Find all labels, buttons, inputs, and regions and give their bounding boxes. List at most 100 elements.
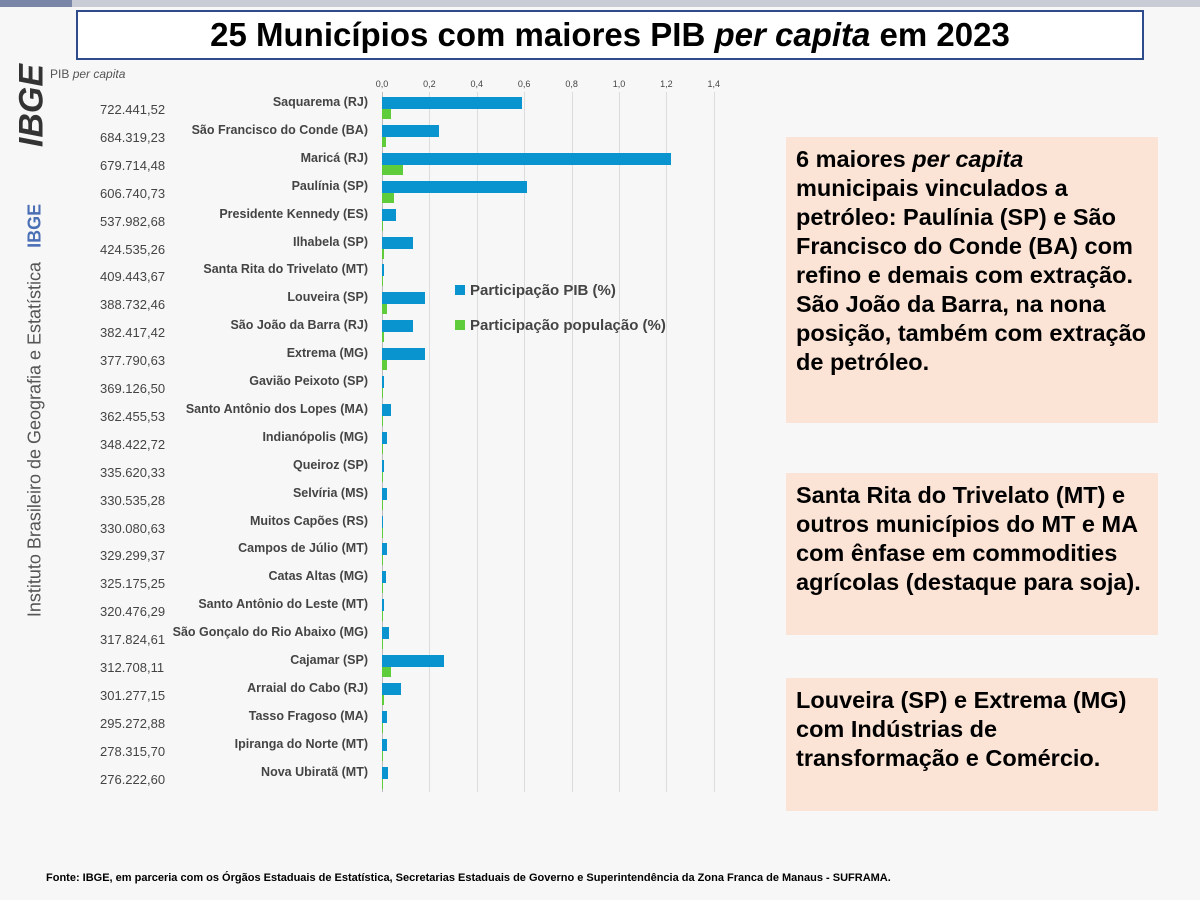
bar-pib xyxy=(382,124,439,137)
bar-population xyxy=(382,276,383,287)
note-text: Louveira (SP) e Extrema (MG) com Indústr… xyxy=(796,687,1127,771)
category-label: Saquarema (RJ) xyxy=(272,95,368,109)
pib-per-capita-value: 684.319,23 xyxy=(100,129,166,145)
x-tick-label: 0,8 xyxy=(565,79,578,89)
category-label: Cajamar (SP) xyxy=(290,653,368,667)
pib-per-capita-value: 330.535,28 xyxy=(100,492,166,508)
category-label: Louveira (SP) xyxy=(287,290,368,305)
title-text-end: em 2023 xyxy=(870,16,1010,53)
pib-per-capita-value: 388.732,46 xyxy=(100,297,166,313)
pib-per-capita-value: 276.222,60 xyxy=(100,771,166,787)
bar-population xyxy=(382,220,383,231)
pib-per-capita-value: 348.422,72 xyxy=(100,436,166,452)
bar-population xyxy=(382,304,387,315)
category-label: Tasso Fragoso (MA) xyxy=(248,708,368,723)
x-tick-label: 0,0 xyxy=(375,79,389,89)
bar-population xyxy=(382,667,392,677)
bar-pib xyxy=(382,655,444,667)
gridline xyxy=(666,92,668,792)
gridline xyxy=(476,92,478,792)
title-italic: per capita xyxy=(714,16,871,53)
bar-population xyxy=(382,332,385,343)
bar-population xyxy=(382,750,383,761)
bar-population xyxy=(382,694,385,705)
category-label: Santo Antônio do Leste (MT) xyxy=(198,597,368,612)
pib-per-capita-value: 295.272,88 xyxy=(100,715,166,731)
bar-pib xyxy=(382,348,425,361)
pib-per-capita-value: 369.126,50 xyxy=(100,381,166,396)
source-note: Fonte: IBGE, em parceria com os Órgãos E… xyxy=(46,872,891,884)
pib-per-capita-value: 424.535,26 xyxy=(100,241,166,257)
category-label: Muitos Capões (RS) xyxy=(249,513,368,528)
legend-label: Participação população (%) xyxy=(470,317,666,334)
pib-per-capita-value: 679.714,48 xyxy=(100,157,166,173)
bar-pib xyxy=(382,152,672,165)
pib-per-capita-value: 377.790,63 xyxy=(100,353,166,369)
category-label: Nova Ubiratã (MT) xyxy=(261,764,368,779)
category-label: Paulínia (SP) xyxy=(291,178,368,193)
bar-population xyxy=(382,443,383,454)
category-label: São Francisco do Conde (BA) xyxy=(191,122,368,137)
note-petroleum: 6 maiores per capita municipais vinculad… xyxy=(786,137,1158,423)
top-bar xyxy=(0,0,1200,7)
bar-pib xyxy=(382,627,390,640)
page-title: 25 Municípios com maiores PIB per capita… xyxy=(76,10,1144,60)
pib-per-capita-value: 317.824,61 xyxy=(100,632,166,648)
bar-population xyxy=(382,109,392,119)
category-label: Presidente Kennedy (ES) xyxy=(219,206,368,221)
pib-per-capita-value: 325.175,25 xyxy=(100,576,166,592)
bar-pib xyxy=(382,738,387,751)
pib-per-capita-header: PIB per capita xyxy=(50,67,125,81)
bar-pib xyxy=(382,710,387,723)
note-text: 6 maiores xyxy=(796,146,913,172)
bar-pib xyxy=(382,571,386,584)
top-bar-accent xyxy=(0,0,72,7)
note-industry: Louveira (SP) e Extrema (MG) com Indústr… xyxy=(786,678,1158,811)
pib-per-capita-value: 722.441,52 xyxy=(100,102,166,117)
bar-pib xyxy=(382,264,385,277)
category-label: Queiroz (SP) xyxy=(292,457,368,472)
category-label: São João da Barra (RJ) xyxy=(230,318,368,333)
bar-population xyxy=(382,248,385,259)
bar-pib xyxy=(382,376,385,388)
bar-population xyxy=(382,388,383,398)
pib-per-capita-value: 537.982,68 xyxy=(100,213,166,229)
legend-swatch-pop xyxy=(455,320,465,330)
pib-header-italic: per capita xyxy=(72,67,126,81)
note-text: municipais vinculados a petróleo: Paulín… xyxy=(796,175,1147,375)
pib-header-text: PIB xyxy=(50,67,73,81)
bar-pib xyxy=(382,431,387,444)
category-label: Santa Rita do Trivelato (MT) xyxy=(203,262,368,277)
category-label: Ipiranga do Norte (MT) xyxy=(234,736,368,751)
category-label: Ilhabela (SP) xyxy=(292,234,368,249)
note-italic: per capita xyxy=(912,146,1024,172)
bar-population xyxy=(382,722,383,733)
gridline xyxy=(429,92,431,792)
bar-pib xyxy=(382,180,527,193)
pib-per-capita-value: 409.443,67 xyxy=(100,269,166,285)
category-label: Extrema (MG) xyxy=(286,346,368,361)
x-tick-label: 1,2 xyxy=(660,79,673,89)
note-text: Santa Rita do Trivelato (MT) e outros mu… xyxy=(796,482,1141,595)
gridline xyxy=(713,92,715,792)
bar-population xyxy=(382,415,383,426)
pib-per-capita-value: 335.620,33 xyxy=(100,464,166,480)
legend-pib: Participação PIB (%) xyxy=(455,282,616,299)
bar-pib xyxy=(382,236,413,249)
bar-pib xyxy=(382,487,387,500)
bar-population xyxy=(382,639,383,650)
bar-population xyxy=(382,192,394,203)
bar-population xyxy=(382,164,404,175)
bar-pib xyxy=(382,515,384,528)
bar-population xyxy=(382,527,383,538)
pib-per-capita-value: 320.476,29 xyxy=(100,604,166,620)
legend-swatch-pib xyxy=(455,285,465,295)
bar-pib xyxy=(382,682,401,695)
bar-population xyxy=(382,583,383,594)
gridline xyxy=(619,92,620,792)
pib-per-capita-value: 606.740,73 xyxy=(100,185,166,201)
pib-per-capita-value: 382.417,42 xyxy=(100,325,166,341)
bar-pib xyxy=(382,459,385,472)
x-tick-label: 1,4 xyxy=(707,79,721,89)
bar-population xyxy=(382,611,383,622)
